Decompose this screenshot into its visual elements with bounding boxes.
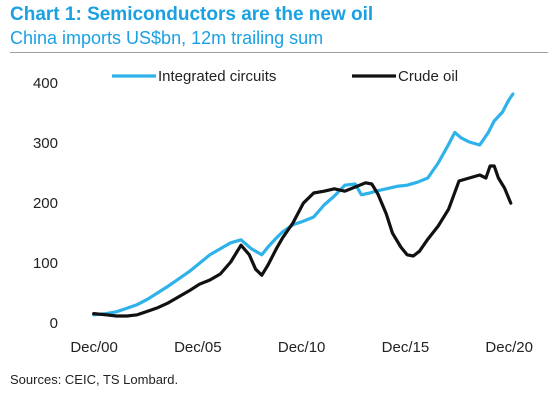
series-line-integrated-circuits	[92, 92, 515, 317]
x-tick-label: Dec/15	[382, 339, 430, 356]
y-tick-label: 0	[50, 315, 58, 332]
series-line-crude-oil	[92, 164, 513, 318]
x-tick-label: Dec/00	[70, 339, 118, 356]
y-tick-label: 100	[33, 255, 58, 272]
legend-label-integrated-circuits: Integrated circuits	[158, 68, 276, 85]
y-tick-label: 300	[33, 135, 58, 152]
y-axis: 0 100 200 300 400	[33, 75, 58, 332]
legend-label-crude-oil: Crude oil	[398, 68, 458, 85]
y-tick-label: 200	[33, 195, 58, 212]
x-tick-label: Dec/20	[485, 339, 533, 356]
chart-title: Chart 1: Semiconductors are the new oil	[10, 4, 374, 25]
x-axis: Dec/00 Dec/05 Dec/10 Dec/15 Dec/20	[70, 339, 533, 356]
x-tick-label: Dec/10	[278, 339, 326, 356]
title-divider	[10, 52, 548, 53]
source-note: Sources: CEIC, TS Lombard.	[10, 372, 179, 387]
legend: Integrated circuits Crude oil	[112, 68, 458, 85]
chart-subtitle: China imports US$bn, 12m trailing sum	[10, 28, 324, 48]
x-tick-label: Dec/05	[174, 339, 222, 356]
y-tick-label: 400	[33, 75, 58, 92]
series-lines	[92, 92, 515, 318]
